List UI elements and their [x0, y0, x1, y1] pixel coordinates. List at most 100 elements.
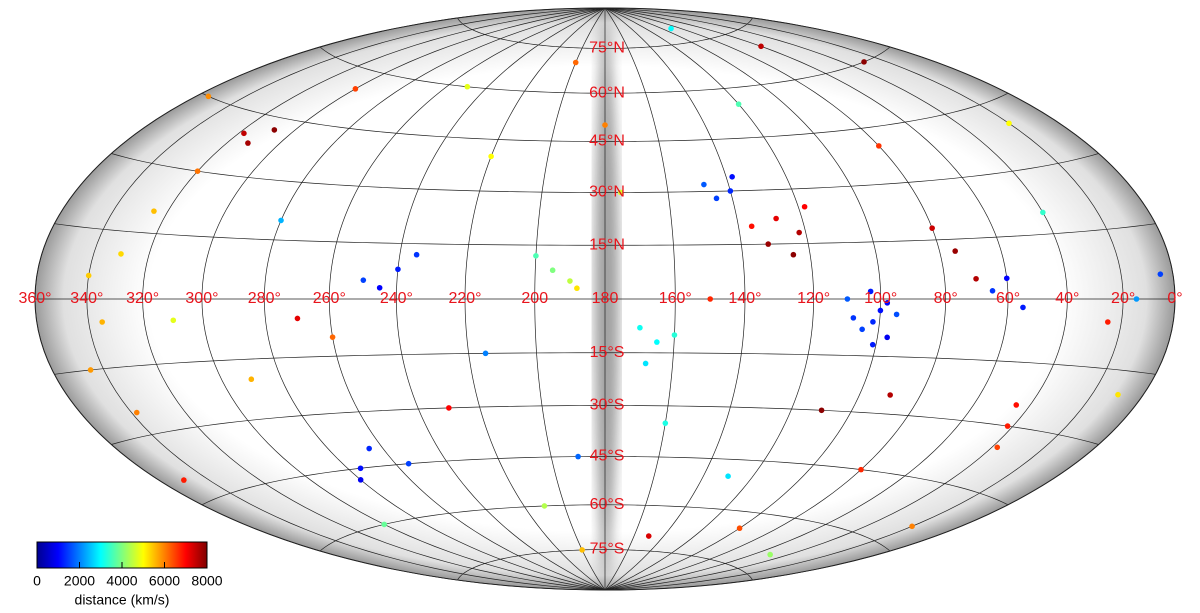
- galaxy: [1133, 296, 1140, 302]
- galaxy: [637, 324, 643, 331]
- galaxy: [859, 326, 865, 333]
- galaxy: [758, 43, 764, 50]
- galaxy: [736, 525, 743, 532]
- galaxy: [671, 332, 678, 338]
- longitude-label: 320°: [126, 290, 159, 307]
- galaxy: [405, 460, 412, 467]
- galaxy: [567, 278, 573, 284]
- galaxy: [1040, 209, 1046, 216]
- galaxy: [574, 285, 580, 292]
- galaxy: [861, 59, 867, 65]
- colorbar-tick-label: 8000: [191, 573, 222, 589]
- parallel: [457, 17, 753, 49]
- galaxy: [294, 315, 301, 322]
- colorbar-tick-label: 2000: [64, 573, 95, 589]
- galaxy: [617, 189, 624, 196]
- galaxy: [952, 248, 958, 254]
- galaxy: [818, 407, 825, 414]
- galaxy: [464, 83, 471, 90]
- longitude-label: 180: [592, 290, 619, 307]
- galaxy: [867, 288, 874, 295]
- latitude-label: 30°S: [590, 397, 625, 414]
- galaxy: [329, 334, 336, 340]
- galaxy: [360, 277, 367, 283]
- galaxy: [729, 174, 735, 180]
- latitude-label: 60°N: [589, 84, 625, 101]
- colorbar-label: distance (km/s): [75, 592, 170, 608]
- galaxy: [151, 208, 157, 214]
- longitude-label: 120°: [797, 290, 830, 307]
- galaxy: [642, 360, 649, 367]
- longitude-label: 220°: [448, 290, 481, 307]
- parallel: [54, 352, 1156, 375]
- galaxy: [488, 153, 494, 160]
- galaxy: [727, 188, 734, 194]
- galaxy: [876, 143, 882, 149]
- galaxy: [1004, 423, 1011, 429]
- galaxy: [1006, 120, 1012, 127]
- galaxy: [773, 215, 779, 222]
- colorbar-tick-label: 4000: [106, 573, 137, 589]
- galaxy: [884, 300, 891, 306]
- galaxy: [1003, 275, 1010, 282]
- galaxy: [572, 59, 579, 66]
- galaxy: [707, 296, 714, 302]
- parallel: [111, 153, 1099, 193]
- galaxy: [668, 25, 674, 32]
- galaxy: [99, 319, 105, 325]
- galaxy: [205, 93, 212, 100]
- galaxy: [352, 86, 359, 92]
- latitude-label: 60°S: [590, 496, 625, 513]
- galaxy: [877, 307, 884, 314]
- galaxy: [248, 376, 255, 383]
- longitude-label: 260°: [313, 290, 346, 307]
- galaxy: [662, 420, 669, 426]
- galaxy: [278, 217, 284, 224]
- galaxy: [796, 229, 802, 236]
- galaxy: [376, 284, 383, 291]
- latitude-label: 45°S: [590, 448, 625, 465]
- outline: [34, 7, 1176, 591]
- longitude-label: 200: [521, 290, 548, 307]
- parallel: [201, 456, 1009, 506]
- galaxy: [271, 127, 278, 133]
- parallel: [319, 46, 891, 94]
- latitude-label: 15°S: [590, 344, 625, 361]
- galaxy: [748, 223, 755, 230]
- galaxy: [1157, 271, 1164, 277]
- galaxy: [994, 444, 1001, 451]
- latitude-label: 30°N: [589, 184, 625, 201]
- galaxy: [549, 267, 556, 274]
- galaxy: [181, 477, 187, 483]
- longitude-label: 80°: [934, 290, 958, 307]
- parallel: [111, 405, 1099, 445]
- longitude-label: 40°: [1055, 290, 1079, 307]
- latitude-label: 45°N: [589, 133, 625, 150]
- galaxy: [869, 341, 876, 348]
- galaxy: [909, 523, 915, 530]
- galaxy: [989, 288, 996, 294]
- galaxy: [413, 251, 420, 258]
- galaxy: [850, 315, 857, 321]
- colorbar-tick-label: 6000: [149, 573, 180, 589]
- galaxy: [790, 251, 797, 258]
- galaxy: [575, 453, 581, 460]
- longitude-label: 60°: [996, 290, 1020, 307]
- galaxy: [241, 130, 247, 137]
- galaxy: [482, 350, 489, 357]
- galaxy: [767, 551, 773, 558]
- galaxy: [929, 225, 935, 231]
- galaxy: [87, 367, 94, 373]
- colorbar-tick-label: 0: [33, 573, 41, 589]
- galaxy: [735, 101, 742, 107]
- longitude-label: 0°: [1167, 290, 1182, 307]
- galaxy: [381, 521, 388, 528]
- galaxy: [357, 465, 364, 472]
- galaxy: [1105, 319, 1111, 325]
- galaxy: [533, 253, 539, 259]
- galaxy: [133, 409, 140, 416]
- galaxy: [170, 317, 177, 324]
- galaxy: [654, 339, 660, 345]
- parallel: [201, 92, 1009, 142]
